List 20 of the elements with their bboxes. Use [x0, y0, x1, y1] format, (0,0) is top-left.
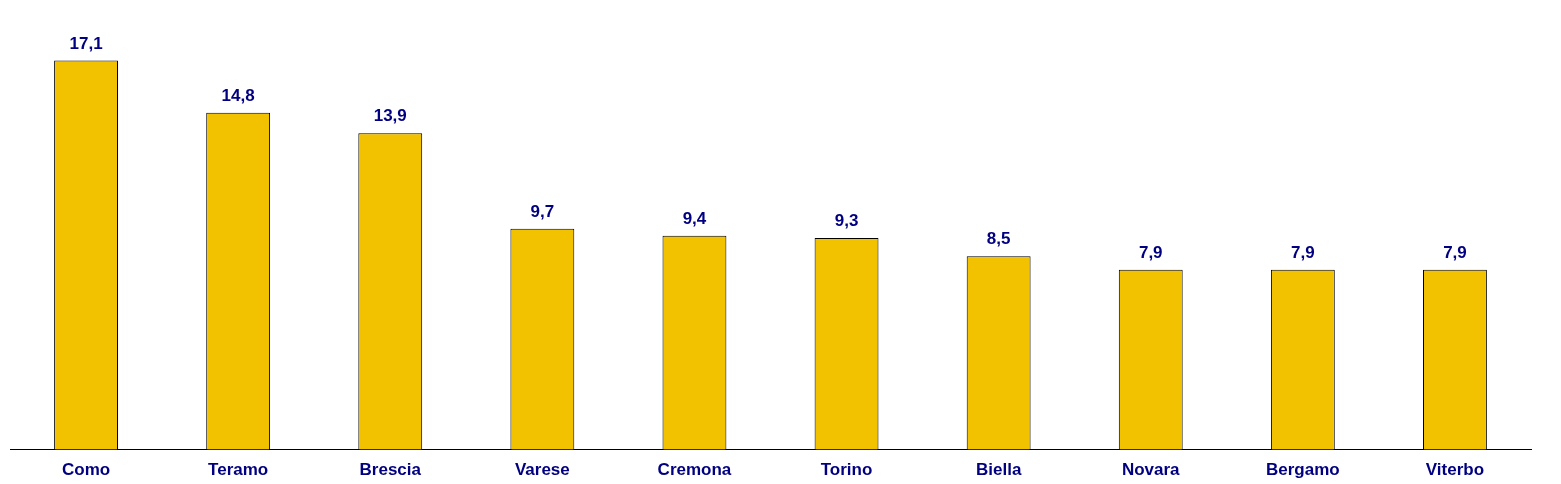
- x-tick-label: Torino: [820, 460, 873, 480]
- x-tick-label: Biella: [975, 460, 1022, 480]
- x-tick-label: Brescia: [359, 460, 422, 480]
- data-label: 9,4: [682, 208, 707, 228]
- x-tick-label: Viterbo: [1425, 460, 1485, 480]
- x-tick-label: Varese: [514, 460, 570, 480]
- data-label: 13,9: [373, 106, 407, 126]
- data-label: 7,9: [1138, 243, 1163, 263]
- data-label: 17,1: [69, 33, 103, 53]
- data-label: 7,9: [1443, 243, 1467, 263]
- data-label: 14,8: [221, 86, 255, 106]
- x-tick-label: Teramo: [208, 460, 269, 480]
- data-label: 9,7: [530, 202, 555, 222]
- x-tick-label: Bergamo: [1266, 460, 1340, 480]
- data-label: 8,5: [986, 229, 1011, 249]
- data-label: 7,9: [1291, 243, 1315, 263]
- data-label: 9,3: [834, 211, 859, 231]
- x-tick-label: Novara: [1121, 460, 1181, 480]
- x-tick-label: Cremona: [657, 460, 732, 480]
- x-tick-label: Como: [61, 460, 111, 480]
